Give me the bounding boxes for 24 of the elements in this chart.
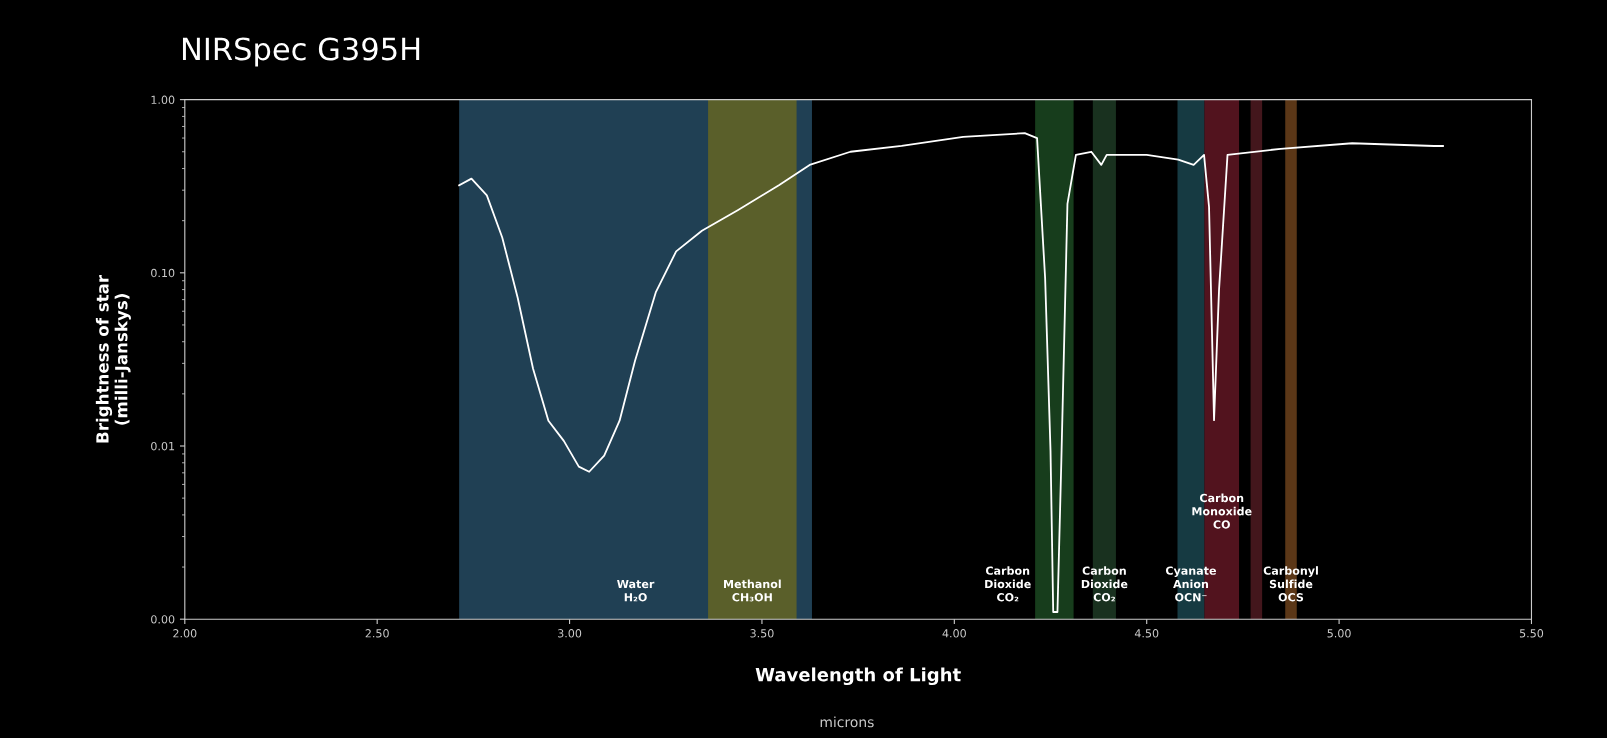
y-tick-label: 0.01 bbox=[151, 441, 175, 451]
x-tick-label: 5.00 bbox=[1327, 629, 1351, 638]
x-tick-label: 2.50 bbox=[365, 629, 389, 638]
band-label: Carbon Monoxide CO bbox=[1192, 493, 1252, 529]
x-tick-label: 5.50 bbox=[1519, 629, 1544, 638]
chart-title: NIRSpec G395H bbox=[182, 37, 420, 67]
y-tick-label: 0.10 bbox=[151, 268, 175, 278]
band-label: Cyanate Anion OCN⁻ bbox=[1165, 566, 1216, 602]
x-axis-title: Wavelength of Light bbox=[755, 667, 961, 686]
band-label: Carbon Dioxide CO₂ bbox=[1081, 566, 1128, 602]
y-axis-title: Brightness of star (milli-Janskys) bbox=[95, 274, 131, 443]
line-series bbox=[458, 132, 1444, 613]
y-tick-label: 0.00 bbox=[151, 615, 175, 624]
band-label: Methanol CH₃OH bbox=[724, 579, 781, 602]
x-tick-label: 4.50 bbox=[1134, 629, 1159, 638]
text: microns bbox=[820, 716, 874, 728]
y-tick-label: 1.00 bbox=[151, 95, 175, 105]
band-label: Carbonyl Sulfide OCS bbox=[1263, 566, 1318, 602]
band-label: Water H₂O bbox=[617, 579, 655, 602]
band-label: Carbon Dioxide CO₂ bbox=[985, 566, 1031, 602]
x-tick-label: 2.00 bbox=[173, 629, 197, 638]
x-tick-label: 4.00 bbox=[942, 629, 966, 638]
x-tick-label: 3.50 bbox=[750, 629, 774, 638]
x-tick-label: 3.00 bbox=[558, 629, 582, 638]
